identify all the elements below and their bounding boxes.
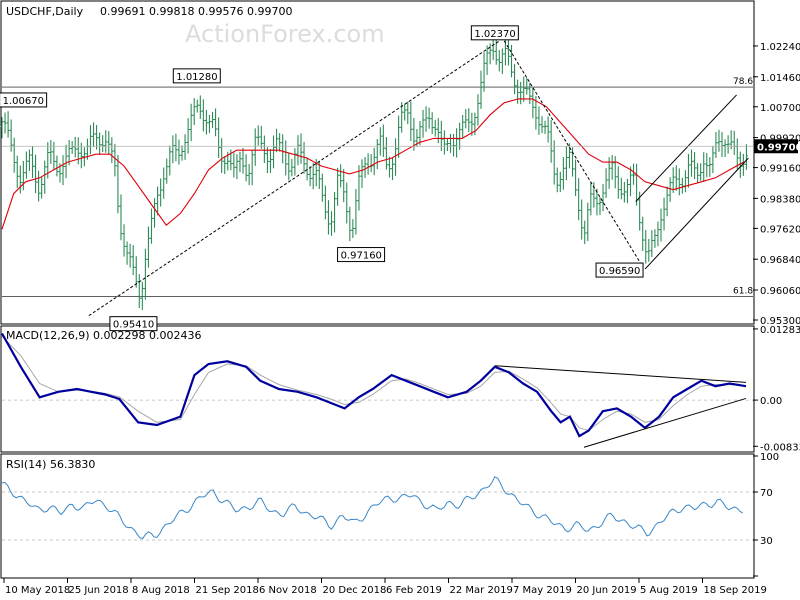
price-level-box xyxy=(470,25,519,41)
fib-level-label: 78.6 xyxy=(733,77,753,87)
price-level-box xyxy=(172,68,221,84)
price-trendline xyxy=(635,94,737,202)
price-trendline xyxy=(88,40,500,317)
price-level-label: 0.95410 xyxy=(113,320,154,331)
x-axis-tick-label: 6 Feb 2019 xyxy=(386,585,442,596)
macd-y-tick-label: 0.012831 xyxy=(760,325,800,336)
price-trendline xyxy=(503,40,644,267)
price-y-tick-label: 0.97620 xyxy=(760,224,800,235)
rsi-line xyxy=(1,476,743,539)
price-level-label: 0.97160 xyxy=(341,251,382,262)
macd-signal-line xyxy=(1,335,747,432)
price-level-box xyxy=(595,262,644,278)
price-trendline xyxy=(644,157,749,270)
rsi-title: RSI(14) 56.3830 xyxy=(6,458,95,471)
price-y-tick-label: 1.02240 xyxy=(760,42,800,53)
price-y-tick-label: 0.98380 xyxy=(760,194,800,205)
macd-panel-frame xyxy=(0,325,755,453)
symbol-label: USDCHF,Daily xyxy=(6,5,84,18)
price-y-tick-label: 1.00700 xyxy=(760,103,800,114)
price-y-tick-label: 1.01460 xyxy=(760,73,800,84)
price-y-tick-label: 0.99920 xyxy=(760,134,800,145)
macd-title: MACD(12,26,9) 0.002298 0.002436 xyxy=(6,329,202,342)
price-level-box xyxy=(337,247,386,263)
x-axis-tick-label: 22 Mar 2019 xyxy=(450,585,513,596)
x-axis-tick-label: 20 Jun 2019 xyxy=(577,585,637,596)
price-y-tick-label: 0.95300 xyxy=(760,316,800,327)
price-level-label: 1.00670 xyxy=(3,96,44,107)
x-axis-tick-label: 5 Aug 2019 xyxy=(640,585,698,596)
rsi-y-tick-label: 100 xyxy=(760,452,779,463)
macd-line xyxy=(1,332,747,438)
x-axis-tick-label: 20 Dec 2018 xyxy=(323,585,387,596)
x-axis-tick-label: 10 May 2018 xyxy=(5,585,70,596)
price-level-label: 0.96590 xyxy=(599,266,640,277)
current-price-box xyxy=(754,139,798,154)
current-price-label: 0.99700 xyxy=(757,142,800,153)
macd-y-tick-label: -0.00833 xyxy=(760,442,800,453)
macd-series xyxy=(1,332,753,448)
rsi-y-tick-label: 30 xyxy=(760,536,773,547)
x-axis-tick-label: 8 Aug 2018 xyxy=(132,585,190,596)
x-axis-tick-label: 21 Sep 2018 xyxy=(196,585,259,596)
macd-trendline xyxy=(583,397,747,448)
price-level-label: 1.02370 xyxy=(474,29,515,40)
fib-level-label: 61.8 xyxy=(733,286,753,296)
x-axis-tick-label: 7 May 2019 xyxy=(513,585,572,596)
macd-trendline xyxy=(494,365,746,383)
price-y-tick-label: 0.99160 xyxy=(760,164,800,175)
watermark: ActionForex.com xyxy=(185,20,385,48)
x-axis-tick-label: 18 Sep 2019 xyxy=(704,585,767,596)
macd-y-tick-label: 0.00 xyxy=(760,396,782,407)
moving-average-line xyxy=(1,98,744,230)
rsi-panel-frame xyxy=(0,453,755,579)
rsi-series xyxy=(1,476,753,541)
x-axis-tick-label: 25 Jun 2018 xyxy=(69,585,129,596)
price-y-tick-label: 0.96060 xyxy=(760,286,800,297)
axes: 1.02240 1.01460 1.00700 0.99920 0.99160 0.983… xyxy=(3,42,800,596)
price-level-box xyxy=(109,316,158,332)
rsi-y-tick-label: 70 xyxy=(760,488,773,499)
price-level-label: 1.01280 xyxy=(176,72,217,83)
price-y-tick-label: 0.96840 xyxy=(760,255,800,266)
x-axis-tick-label: 6 Nov 2018 xyxy=(259,585,317,596)
price-series: 78.6 61.8 1.02370 1.01280 1.00670 0.97160 0.95… xyxy=(0,25,753,332)
ohlc-label: 0.99691 0.99818 0.99576 0.99700 xyxy=(100,5,292,18)
price-level-box xyxy=(0,92,48,108)
price-panel-frame xyxy=(0,0,755,325)
